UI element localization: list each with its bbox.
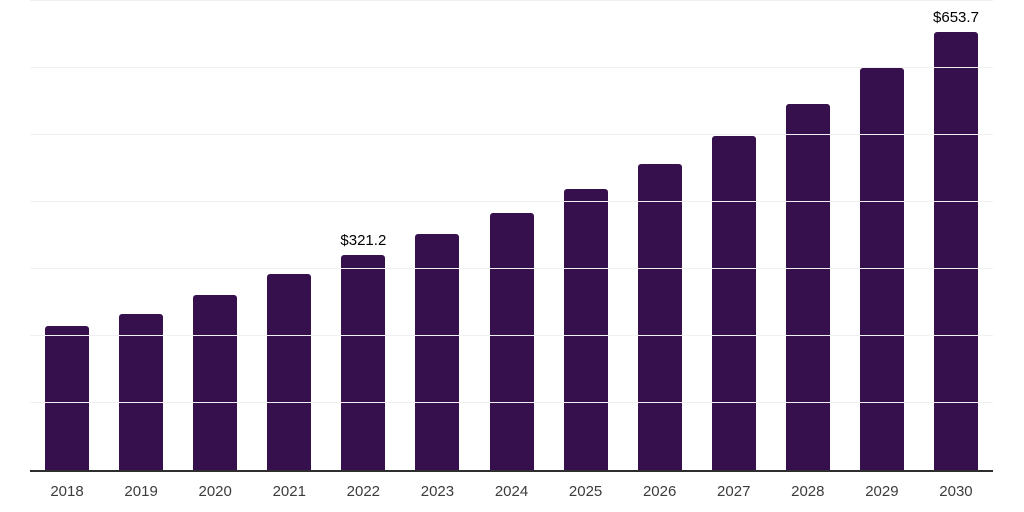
- x-tick-label-2028: 2028: [791, 483, 825, 500]
- bar-2029: [859, 68, 904, 470]
- x-tick-label-2023: 2023: [420, 483, 455, 500]
- bar-2026: [637, 163, 682, 470]
- bar-cell-2027: [697, 135, 771, 470]
- x-tick-label-2024: 2024: [494, 483, 529, 500]
- gridline-300: [30, 268, 993, 269]
- gridline-600: [30, 67, 993, 68]
- x-tick-label-2021: 2021: [272, 483, 306, 500]
- bar-cell-2026: [623, 163, 697, 470]
- bar-cell-2024: [474, 213, 548, 470]
- bar-2020: [193, 295, 238, 470]
- x-tick-label-2022: 2022: [346, 483, 381, 500]
- x-tick-label-2027: 2027: [717, 483, 751, 500]
- bar-2025: [563, 189, 608, 470]
- bar-cell-2021: [252, 273, 326, 470]
- bar-cell-2019: [104, 314, 178, 470]
- x-tick-label-2019: 2019: [124, 483, 158, 500]
- bar-2024: [489, 213, 534, 470]
- x-tick-label-2026: 2026: [642, 483, 677, 500]
- value-label-2030: $653.7: [933, 9, 979, 27]
- x-tick-label-2029: 2029: [865, 483, 899, 500]
- gridline-500: [30, 134, 993, 135]
- x-axis-labels: 2018 2019 2020 2021 2022 2023 2024 2025 2026 2027…: [30, 483, 993, 500]
- bar-2028: [785, 104, 830, 470]
- bar-2019: [119, 314, 164, 470]
- x-tick-label-2025: 2025: [568, 483, 603, 500]
- x-tick-label-2030: 2030: [939, 483, 973, 500]
- gridline-700: [30, 0, 993, 1]
- bar-cell-2028: [771, 104, 845, 470]
- bar-2030: [933, 32, 978, 470]
- bar-2018: [45, 326, 90, 470]
- bar-cell-2023: [400, 234, 474, 470]
- bar-cell-2018: [30, 326, 104, 470]
- bar-cell-2020: [178, 295, 252, 470]
- x-tick-label-2018: 2018: [50, 483, 84, 500]
- bar-2027: [711, 135, 756, 470]
- x-tick-label-2020: 2020: [198, 483, 232, 500]
- gridline-100: [30, 402, 993, 403]
- value-label-2022: $321.2: [340, 231, 387, 249]
- bar-2022: [341, 254, 386, 470]
- bar-cell-2025: [549, 189, 623, 470]
- bar-cell-2030: $653.7: [919, 9, 993, 470]
- bar-cell-2029: [845, 68, 919, 470]
- bar-2023: [415, 234, 460, 470]
- gridline-200: [30, 335, 993, 336]
- bar-2021: [267, 273, 312, 470]
- bar-cell-2022: $321.2: [326, 232, 400, 470]
- gridline-400: [30, 201, 993, 202]
- bars-container: $321.2 $653.7: [30, 0, 993, 470]
- plot-area: $321.2 $653.7: [30, 0, 993, 470]
- x-axis-line: [30, 470, 993, 472]
